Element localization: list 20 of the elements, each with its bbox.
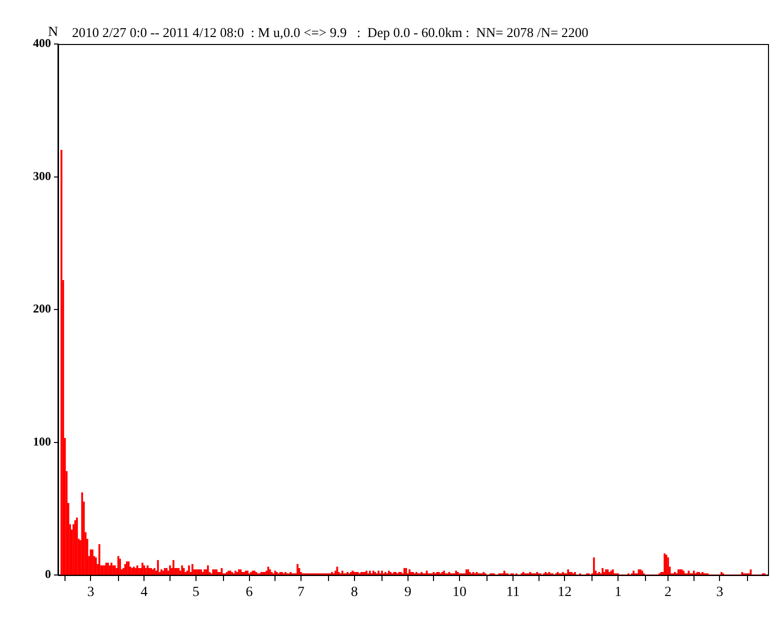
x-tick-label: 12	[558, 585, 572, 600]
y-tick-label: 200	[33, 302, 51, 316]
x-tick-label: 8	[350, 585, 358, 600]
x-tick-label: 2	[664, 585, 672, 600]
x-tick-label: 9	[404, 585, 412, 600]
chart-title: 2010 2/27 0:0 -- 2011 4/12 08:0 : M u,0.0 <=> 9.9 : Dep 0.0 - 60.0km : NN= 2078 /N= 2200	[72, 25, 588, 41]
x-tick-label: 11	[506, 585, 520, 600]
x-tick-label: 7	[297, 585, 304, 600]
x-tick-label: 3	[87, 585, 94, 600]
y-tick-label: 100	[33, 434, 51, 448]
x-tick-label: 4	[140, 585, 148, 600]
y-tick-label: 300	[33, 168, 51, 183]
x-tick-label: 6	[246, 585, 253, 600]
x-tick-label: 5	[192, 585, 200, 600]
x-tick-label: 10	[452, 585, 467, 600]
y-tick-label: 400	[33, 36, 51, 50]
x-tick-label: 1	[614, 585, 622, 600]
y-axis-title: N	[48, 25, 58, 40]
y-tick-label: 0	[45, 567, 51, 582]
x-tick-label: 3	[716, 585, 724, 600]
